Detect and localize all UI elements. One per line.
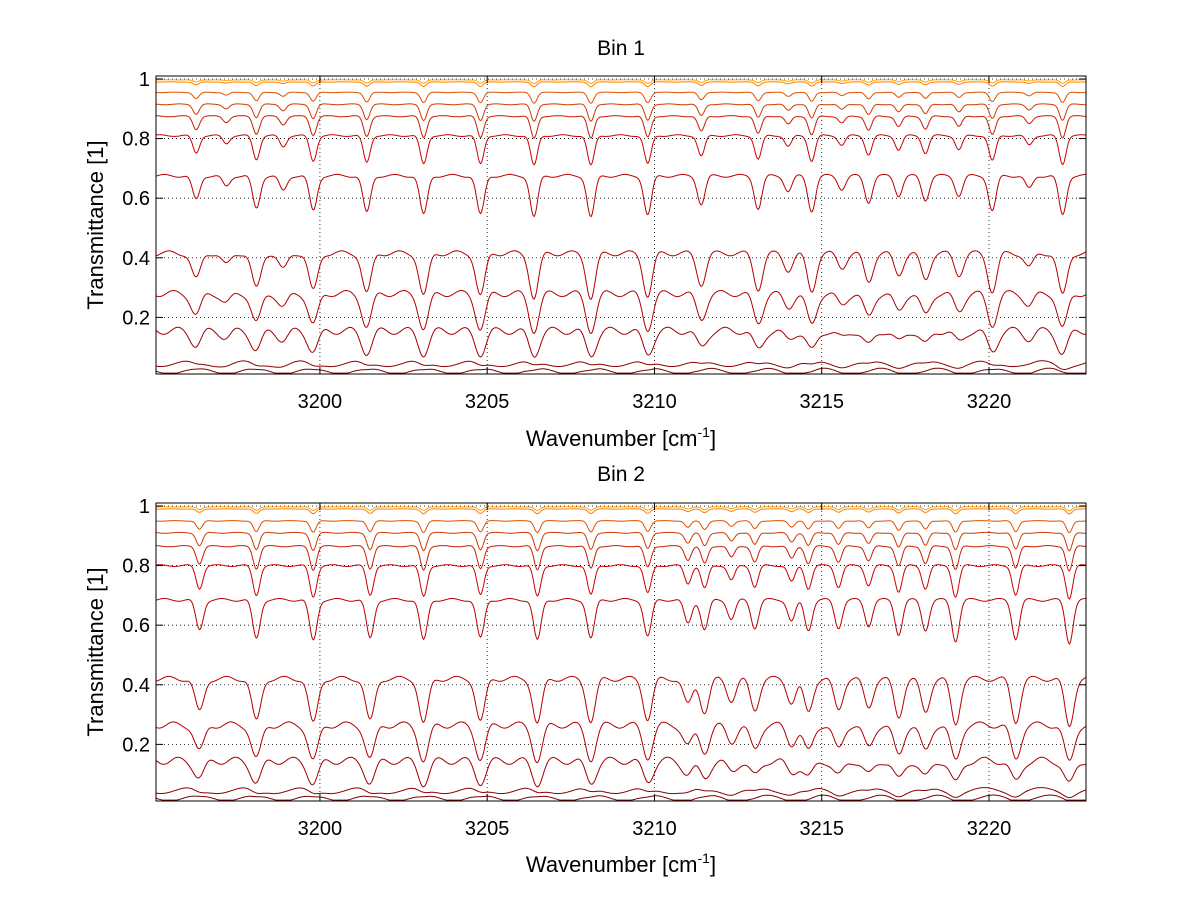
spectrum-series — [155, 326, 1086, 358]
x-ticks: 3200 3205 3210 3215 3220 — [298, 503, 1012, 840]
chart-title: Bin 1 — [597, 37, 645, 60]
y-axis-label: Transmittance [1] — [83, 140, 108, 309]
y-axis-label: Transmittance [1] — [83, 567, 108, 736]
spectrum-series — [155, 787, 1087, 799]
x-tick-label: 3220 — [967, 818, 1012, 840]
spectrum-series — [156, 103, 1086, 122]
chart-panel-bin-1: 3200 3205 3210 3215 3220 0.2 0.4 0.6 0.8 1 Bin 1… — [83, 37, 1087, 451]
y-tick-label: 0.8 — [122, 556, 150, 578]
grid-lines — [156, 76, 1086, 374]
spectrum-series — [155, 531, 1086, 552]
spectrum-series — [155, 794, 1086, 801]
y-tick-label: 0.4 — [122, 675, 150, 697]
spectrum-series — [155, 134, 1087, 166]
spectrum-series — [155, 675, 1087, 728]
spectrum-series — [156, 79, 1086, 85]
plot-area — [156, 503, 1086, 801]
axes-box — [155, 502, 1087, 802]
spectrum-series — [155, 597, 1086, 645]
x-tick-label: 3200 — [298, 391, 343, 413]
y-tick-label: 0.6 — [122, 188, 150, 210]
series-curves — [155, 506, 1087, 801]
y-tick-label: 0.2 — [122, 307, 150, 329]
spectrum-series — [155, 360, 1087, 371]
y-ticks: 0.2 0.4 0.6 0.8 1 — [122, 496, 1086, 756]
plot-area — [156, 76, 1086, 374]
y-tick-label: 0.2 — [122, 734, 150, 756]
grid-lines — [156, 503, 1086, 801]
x-tick-label: 3205 — [465, 391, 510, 413]
spectrum-series — [156, 81, 1086, 88]
spectrum-series — [155, 721, 1087, 764]
x-tick-label: 3210 — [632, 818, 677, 840]
x-axis-label: Wavenumber [cm-1] — [526, 424, 716, 451]
y-tick-label: 0.8 — [122, 129, 150, 151]
y-tick-label: 0.6 — [122, 615, 150, 637]
spectrum-series — [156, 545, 1087, 572]
chart-panel-bin-2: 3200 3205 3210 3215 3220 0.2 0.4 0.6 0.8 1 Bin 2… — [83, 463, 1087, 877]
spectrum-series — [156, 506, 1086, 512]
y-tick-label: 1 — [139, 496, 150, 518]
y-tick-label: 0.4 — [122, 248, 150, 270]
spectrum-series — [155, 289, 1087, 335]
spectrum-series — [156, 115, 1087, 139]
spectrum-series — [155, 564, 1087, 600]
chart-title: Bin 2 — [597, 463, 645, 486]
spectrum-series — [155, 91, 1087, 104]
spectrum-series — [155, 756, 1087, 788]
x-tick-label: 3215 — [799, 818, 844, 840]
x-tick-label: 3205 — [465, 818, 510, 840]
x-ticks: 3200 3205 3210 3215 3220 — [298, 76, 1012, 413]
x-tick-label: 3220 — [967, 391, 1012, 413]
y-tick-label: 1 — [139, 69, 150, 91]
axes-box — [155, 75, 1087, 375]
x-tick-label: 3200 — [298, 818, 343, 840]
x-tick-label: 3215 — [799, 391, 844, 413]
x-tick-label: 3210 — [632, 391, 677, 413]
spectrum-series — [155, 520, 1087, 534]
spectrum-series — [155, 173, 1086, 218]
series-curves — [155, 79, 1087, 374]
y-ticks: 0.2 0.4 0.6 0.8 1 — [122, 69, 1086, 329]
spectrum-series — [155, 250, 1087, 301]
spectrum-series — [156, 508, 1086, 515]
spectrum-series — [155, 367, 1086, 374]
x-axis-label: Wavenumber [cm-1] — [526, 850, 716, 877]
